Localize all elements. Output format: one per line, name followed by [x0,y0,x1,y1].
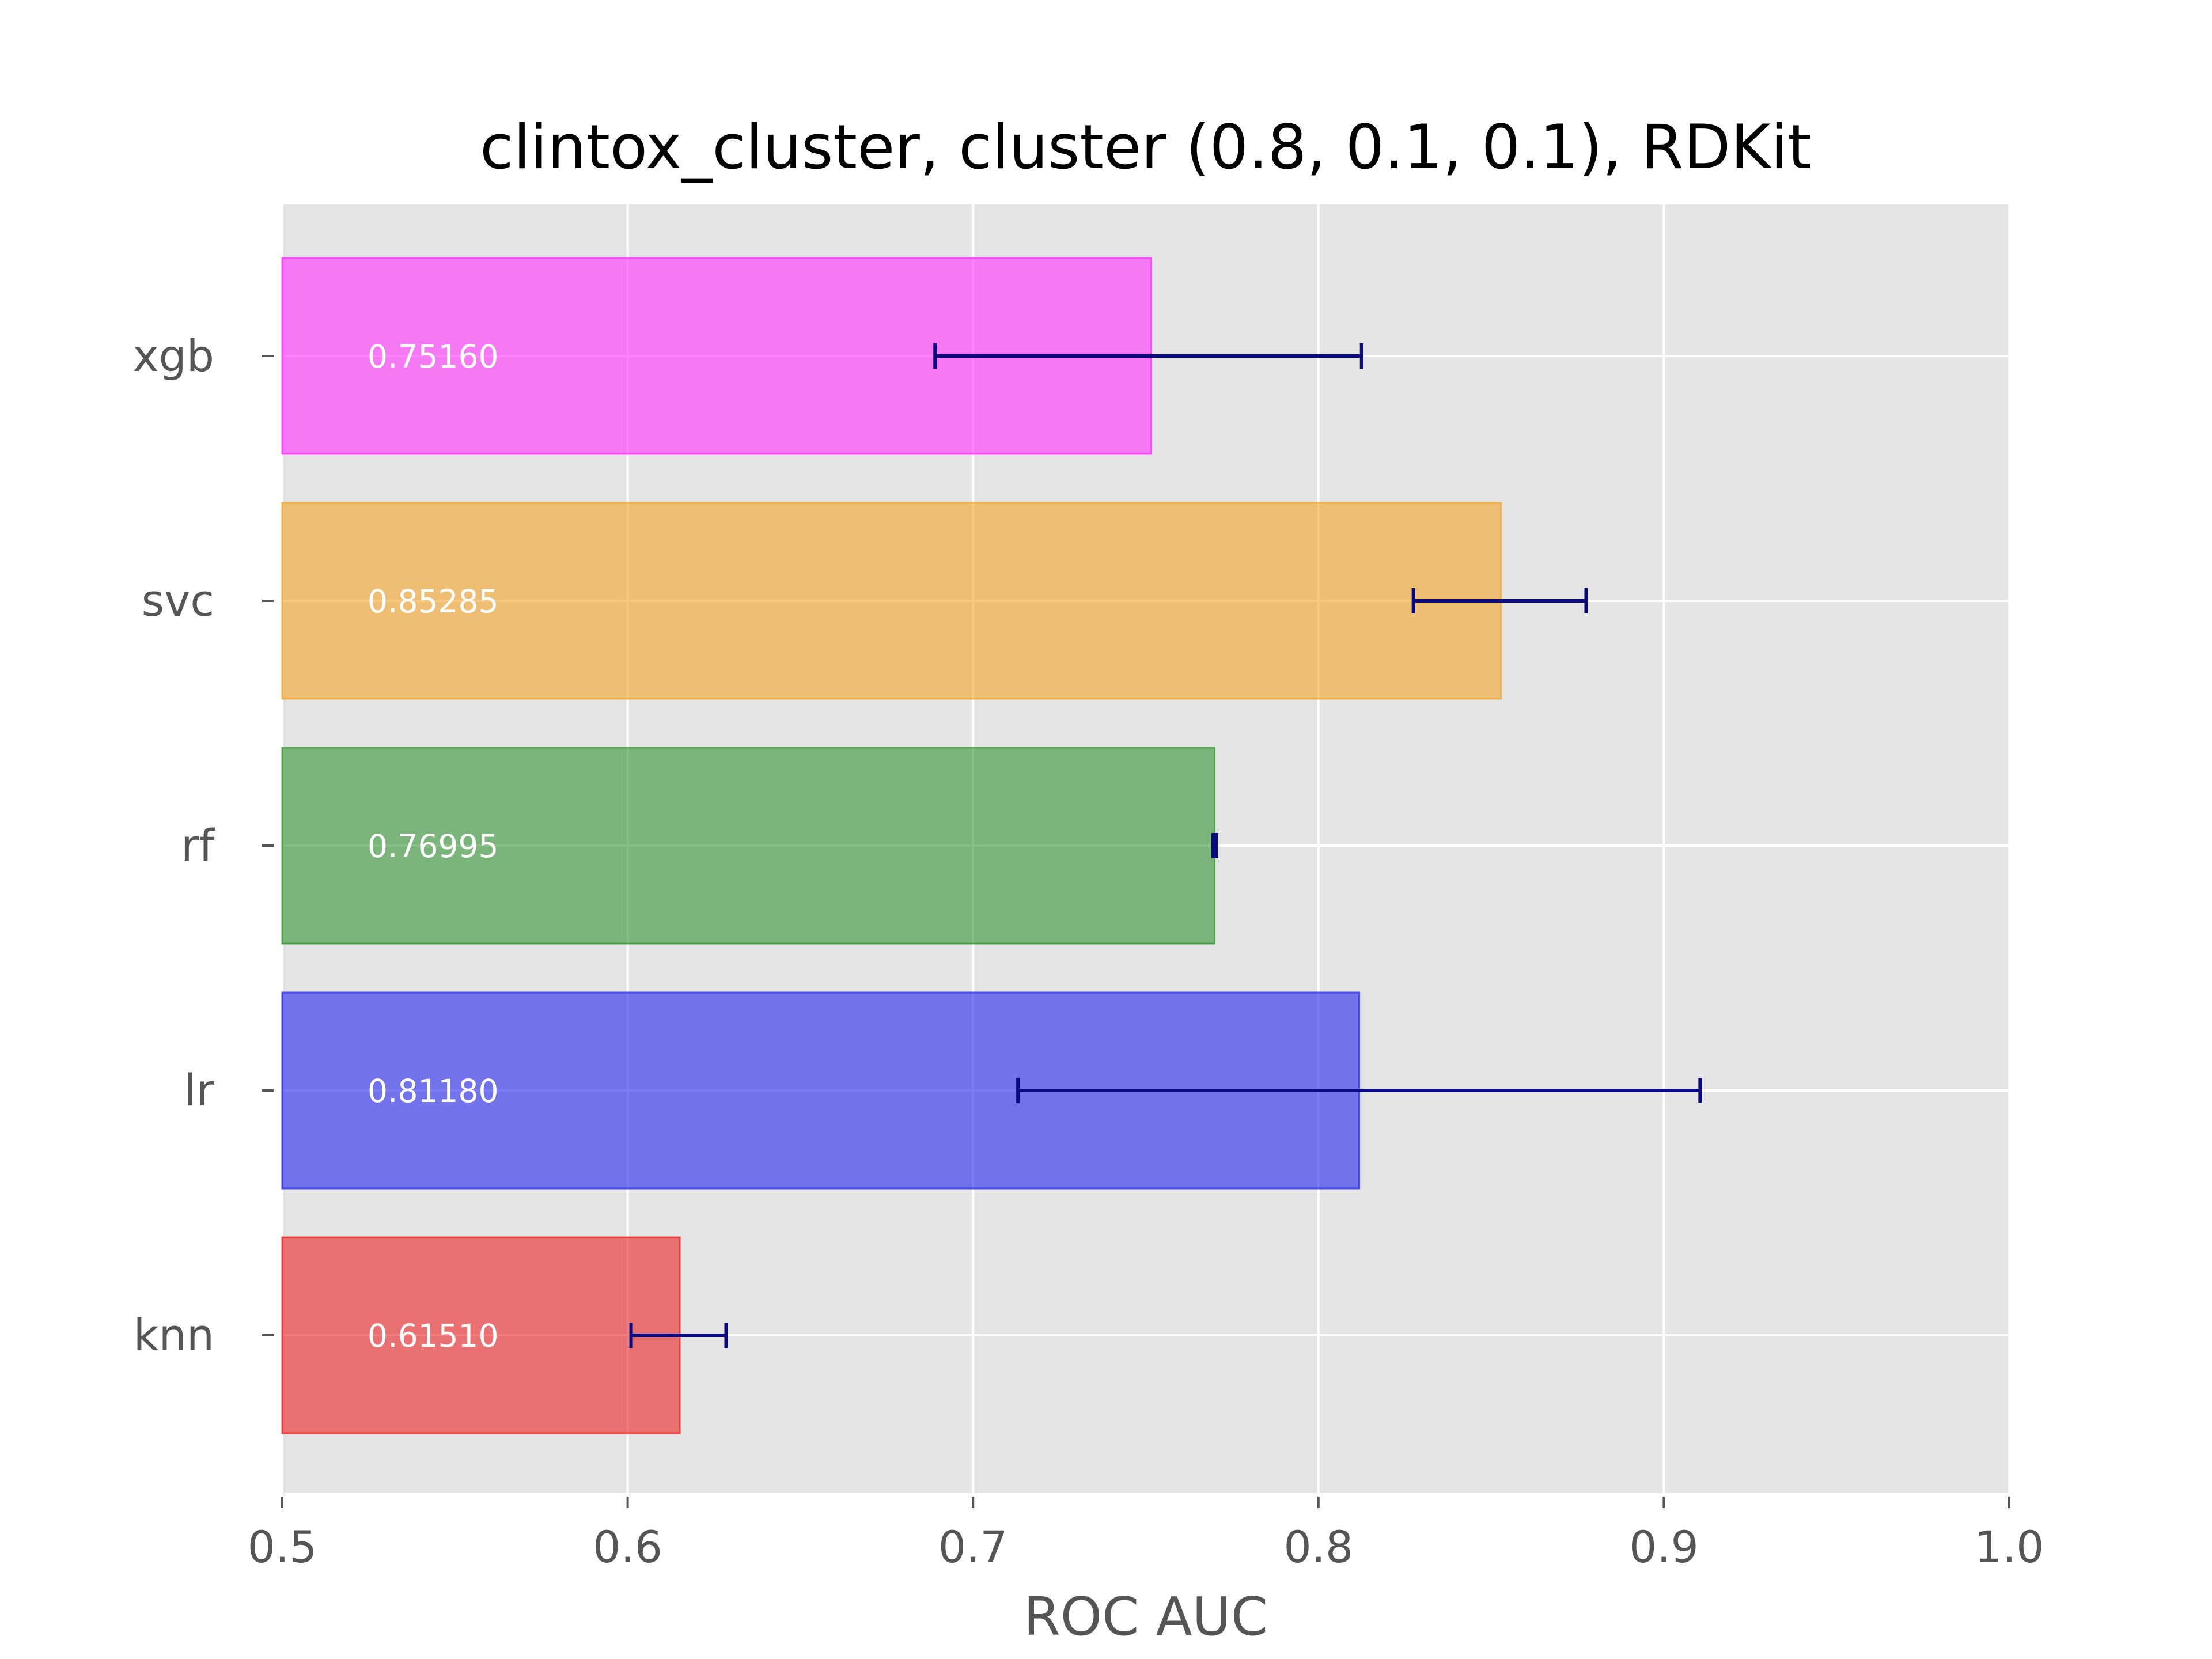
value-label-svc: 0.85285 [368,583,498,620]
x-tick-label: 0.5 [248,1521,317,1573]
errorbar-lr [1016,1078,1702,1103]
value-label-rf: 0.76995 [368,828,498,865]
x-tick-label: 0.8 [1283,1521,1353,1573]
chart-title: clintox_cluster, cluster (0.8, 0.1, 0.1)… [480,112,1812,183]
errorbars-layer [629,343,1702,1348]
x-tick-label: 0.6 [593,1521,662,1573]
value-label-xgb: 0.75160 [368,338,498,375]
bars-layer [281,257,1502,1434]
value-labels-layer: 0.61510 0.81180 0.76995 0.85285 0.75160 [368,338,498,1354]
value-label-lr: 0.81180 [368,1073,498,1109]
value-label-knn: 0.61510 [368,1317,498,1354]
y-tick-label-xgb: xgb [133,330,214,381]
x-axis-label: ROC AUC [1024,1586,1268,1647]
errorbar-knn [629,1323,728,1348]
errorbar-svc [1411,588,1588,613]
x-tick-label: 1.0 [1975,1521,2044,1573]
x-tick-label: 0.9 [1629,1521,1699,1573]
y-tick-label-svc: svc [142,575,214,626]
errorbar-xgb [933,343,1363,369]
bar-rf [281,747,1216,945]
errorbar-rf [1211,833,1218,858]
ticks-layer: knn lr rf svc xgb 0.5 0.6 0.7 0.8 0.9 1.0 [133,330,2044,1573]
y-tick-label-lr: lr [184,1065,215,1116]
y-tick-label-knn: knn [134,1309,214,1361]
y-tick-label-rf: rf [181,820,215,871]
x-tick-label: 0.7 [938,1521,1008,1573]
